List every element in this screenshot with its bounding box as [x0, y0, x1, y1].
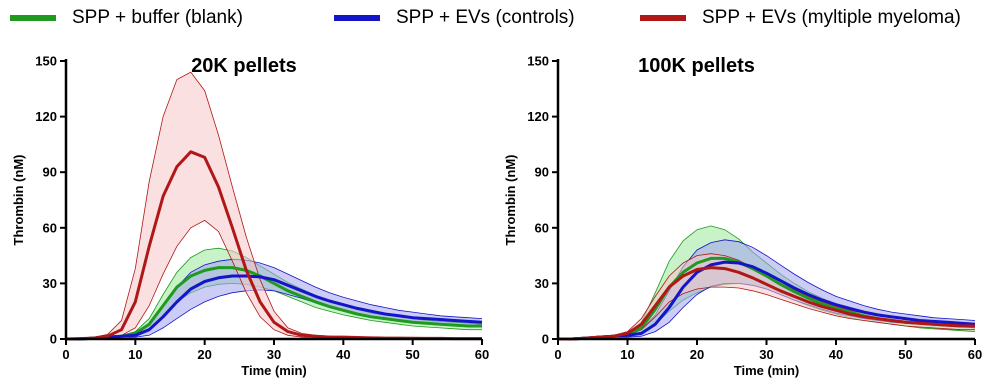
x-axis-label: Time (min) — [734, 363, 800, 378]
y-tick-label: 150 — [35, 54, 57, 69]
chart-title: 100K pellets — [638, 55, 755, 77]
x-tick-label: 10 — [128, 347, 142, 362]
y-tick-label: 120 — [35, 109, 57, 124]
chart-20k: 0 10 20 30 40 50 60 0 30 60 90 120 150 20K pellets Tim… — [11, 54, 489, 379]
x-tick-label: 40 — [336, 347, 350, 362]
chart-100k: 0 10 20 30 40 50 60 0 30 60 90 120 150 100K pellets Ti… — [503, 54, 982, 379]
x-tick-label: 50 — [898, 347, 912, 362]
chart-title: 20K pellets — [191, 55, 297, 77]
y-tick-label: 0 — [542, 332, 549, 347]
legend-swatch-controls — [334, 15, 380, 21]
x-tick-label: 30 — [267, 347, 281, 362]
y-tick-label: 0 — [50, 332, 57, 347]
x-tick-label: 60 — [968, 347, 982, 362]
band-spp-evs-myltiple-myeloma — [66, 72, 482, 339]
x-tick-label: 10 — [620, 347, 634, 362]
x-tick-label: 40 — [829, 347, 843, 362]
legend-swatch-myeloma — [640, 15, 686, 21]
x-tick-label: 0 — [554, 347, 561, 362]
x-axis-label: Time (min) — [241, 363, 307, 378]
x-tick-label: 20 — [690, 347, 704, 362]
legend-item-myeloma: SPP + EVs (myltiple myeloma) — [640, 6, 961, 30]
line-spp-evs-controls — [558, 260, 976, 341]
legend-label-controls: SPP + EVs (controls) — [396, 7, 575, 28]
legend-item-blank: SPP + buffer (blank) — [10, 6, 243, 30]
x-tick-label: 0 — [62, 347, 69, 362]
line-spp-buffer-blank — [66, 266, 482, 341]
x-tick-label: 50 — [405, 347, 419, 362]
legend-item-controls: SPP + EVs (controls) — [334, 6, 575, 30]
y-axis-label: Thrombin (nM) — [503, 155, 518, 246]
y-tick-label: 60 — [535, 220, 549, 235]
x-tick-label: 30 — [759, 347, 773, 362]
line-spp-evs-myltiple-myeloma — [558, 266, 975, 341]
legend-label-blank: SPP + buffer (blank) — [72, 7, 243, 28]
band-spp-evs-controls — [66, 259, 482, 339]
y-tick-label: 30 — [535, 276, 549, 291]
y-tick-label: 90 — [535, 165, 549, 180]
x-tick-label: 20 — [197, 347, 211, 362]
legend-label-myeloma: SPP + EVs (myltiple myeloma) — [702, 7, 961, 28]
y-tick-label: 30 — [43, 276, 57, 291]
y-tick-label: 60 — [43, 220, 57, 235]
band-lower-spp-evs-myltiple-myeloma — [558, 286, 975, 340]
y-tick-label: 90 — [43, 165, 57, 180]
x-tick-label: 60 — [475, 347, 489, 362]
line-spp-evs-controls — [66, 274, 483, 341]
legend: SPP + buffer (blank) SPP + EVs (controls… — [0, 0, 999, 34]
y-axis-label: Thrombin (nM) — [11, 155, 26, 246]
y-tick-label: 150 — [527, 54, 549, 69]
y-tick-label: 120 — [527, 109, 549, 124]
legend-swatch-blank — [10, 15, 56, 21]
